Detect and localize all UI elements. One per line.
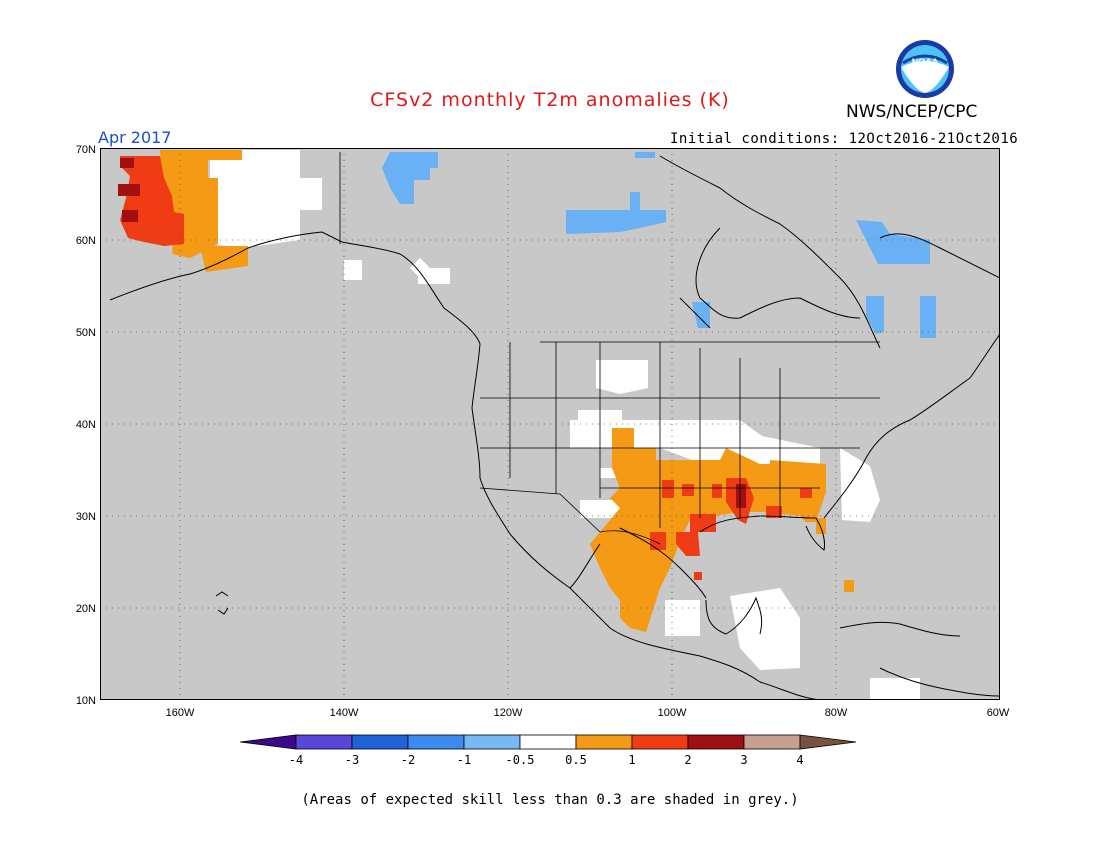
anomaly-map [100, 148, 1000, 700]
lon-label: 160W [166, 707, 195, 719]
colorbar-box [295, 734, 353, 750]
colorbar-box [407, 734, 465, 750]
lon-label: 120W [494, 707, 523, 719]
lat-label: 10N [76, 695, 96, 707]
skill-footnote: (Areas of expected skill less than 0.3 a… [301, 792, 799, 808]
noaa-logo: NOAA [896, 40, 954, 98]
colorbar-label: -0.5 [506, 753, 535, 767]
colorbar-box [575, 734, 633, 750]
colorbar-label: -2 [401, 753, 415, 767]
lat-label: 60N [76, 235, 96, 247]
graticule [100, 148, 1000, 700]
colorbar-label: 3 [740, 753, 747, 767]
lat-label: 20N [76, 603, 96, 615]
colorbar-box [351, 734, 409, 750]
lon-label: 100W [658, 707, 687, 719]
lon-label: 140W [330, 707, 359, 719]
anomaly-strong-warm [118, 158, 746, 508]
colorbar-label: 2 [684, 753, 691, 767]
colorbar-label: -1 [457, 753, 471, 767]
valid-period-label: Apr 2017 [98, 128, 172, 147]
anomaly-cool [382, 152, 936, 338]
political-borders [339, 152, 880, 545]
colorbar-labels: -4 -3 -2 -1 -0.5 0.5 1 2 3 4 [289, 753, 804, 767]
lat-label: 50N [76, 327, 96, 339]
lon-label: 80W [825, 707, 848, 719]
organization-label: NWS/NCEP/CPC [846, 102, 978, 122]
initial-conditions-label: Initial conditions: 12Oct2016-21Oct2016 [670, 131, 1019, 147]
colorbar-box [687, 734, 745, 750]
colorbar-box [519, 734, 577, 750]
colorbar-box [463, 734, 521, 750]
lat-label: 30N [76, 511, 96, 523]
colorbar-label: 4 [796, 753, 803, 767]
coastlines [109, 155, 1000, 700]
lat-label: 40N [76, 419, 96, 431]
colorbar-box [631, 734, 689, 750]
colorbar-end-low [239, 734, 297, 750]
colorbar-label: 1 [628, 753, 635, 767]
lat-label: 70N [76, 144, 96, 156]
colorbar-end-high [799, 734, 857, 750]
axis-labels: 10N 20N 30N 40N 50N 60N 70N 160W 140W 12… [76, 144, 1010, 719]
colorbar-label: -3 [345, 753, 359, 767]
anomaly-warm [120, 156, 812, 580]
map-frame [100, 148, 1000, 700]
colorbar-label: 0.5 [565, 753, 587, 767]
colorbar-boxes [239, 734, 857, 750]
colorbar-label: -4 [289, 753, 303, 767]
noaa-logo-text: NOAA [912, 57, 939, 67]
colorbar-box [743, 734, 801, 750]
lon-label: 60W [987, 707, 1010, 719]
map-title: CFSv2 monthly T2m anomalies (K) [370, 89, 730, 111]
colorbar: -4 -3 -2 -1 -0.5 0.5 1 2 3 4 [239, 734, 857, 767]
